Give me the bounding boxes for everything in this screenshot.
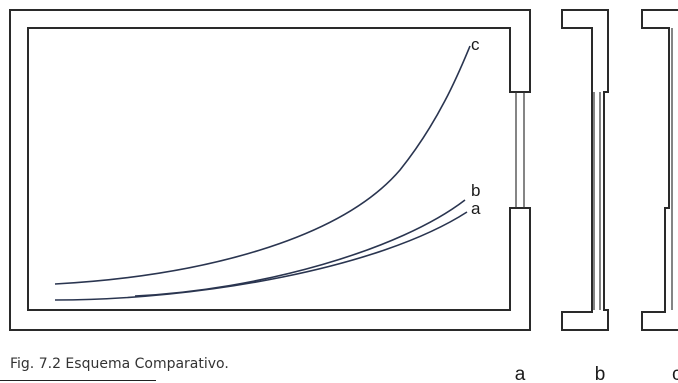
panel-label-c: c	[672, 364, 678, 383]
caption-divider	[0, 380, 156, 381]
curve-label-a: a	[471, 199, 481, 218]
curve-c	[54, 45, 471, 285]
curve-label-b: b	[471, 181, 480, 200]
curve-label-c: c	[471, 35, 480, 54]
wall-section-b	[561, 9, 609, 331]
panel-label-a: a	[515, 364, 526, 383]
curve-b	[134, 199, 466, 297]
figure-caption: Fig. 7.2 Esquema Comparativo.	[10, 356, 229, 372]
curve-a	[54, 211, 468, 301]
wall-section-c	[641, 9, 678, 331]
panel-label-b: b	[595, 364, 606, 383]
room-wall-outline	[9, 9, 531, 331]
